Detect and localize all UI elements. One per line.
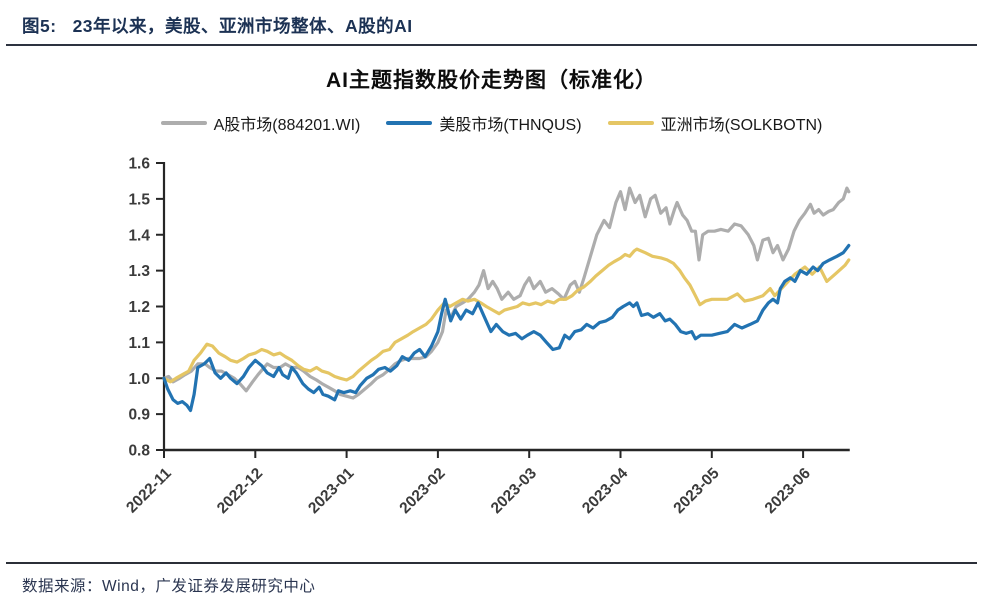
- series-line-美股市场(THNQUS): [162, 243, 851, 413]
- y-tick-label: 1.0: [128, 371, 150, 388]
- x-tick-label: 2022-12: [214, 465, 266, 517]
- y-tick-label: 1.5: [128, 191, 150, 208]
- y-tick-label: 1.4: [128, 227, 150, 244]
- y-tick-label: 0.8: [128, 443, 150, 460]
- y-tick-label: 1.1: [128, 335, 150, 352]
- legend-line-swatch: [386, 121, 433, 125]
- x-tick-label: 2023-05: [670, 465, 723, 518]
- legend-label: 亚洲市场(SOLKBOTN): [660, 117, 823, 134]
- y-tick-label: 1.2: [128, 299, 150, 316]
- x-tick-label: 2023-06: [762, 465, 815, 518]
- figure-number: 图5:: [22, 15, 57, 36]
- legend-label: A股市场(884201.WI): [213, 117, 361, 134]
- footer-divider: [6, 562, 977, 564]
- data-source-text: 数据来源：Wind，广发证券发展研究中心: [22, 578, 316, 595]
- figure-title: 23年以来，美股、亚洲市场整体、A股的AI: [72, 15, 413, 36]
- y-tick-label: 1.3: [128, 263, 150, 280]
- series-line-亚洲市场(SOLKBOTN): [162, 247, 851, 384]
- legend-item-2: 亚洲市场(SOLKBOTN): [607, 111, 823, 135]
- legend-label: 美股市场(THNQUS): [439, 117, 582, 134]
- chart-legend: A股市场(884201.WI) 美股市场(THNQUS) 亚洲市场(SOLKBOTN…: [0, 110, 983, 136]
- header-divider: [6, 44, 977, 47]
- axes: 0.8 0.9 1.0 1.1 1.2 1.3 1.4 1.5 1.6 2022-11 2022-1…: [123, 156, 850, 518]
- legend-item-1: 美股市场(THNQUS): [386, 111, 582, 135]
- x-tick-label: 2023-03: [488, 465, 541, 518]
- x-tick-label: 2023-01: [305, 465, 358, 518]
- legend-line-swatch: [160, 121, 207, 125]
- x-tick-label: 2023-04: [579, 465, 632, 518]
- legend-item-0: A股市场(884201.WI): [160, 111, 361, 135]
- legend-line-swatch: [607, 121, 654, 125]
- y-tick-label: 1.6: [128, 156, 150, 173]
- x-tick-label: 2023-02: [396, 465, 448, 517]
- y-tick-label: 0.9: [128, 407, 150, 424]
- x-tick-label: 2022-11: [123, 465, 175, 517]
- figure-caption: 图5: 23年以来，美股、亚洲市场整体、A股的AI: [22, 8, 413, 42]
- series-line-A股市场(884201.WI): [162, 186, 851, 400]
- chart-title: AI主题指数股价走势图（标准化）: [326, 69, 657, 92]
